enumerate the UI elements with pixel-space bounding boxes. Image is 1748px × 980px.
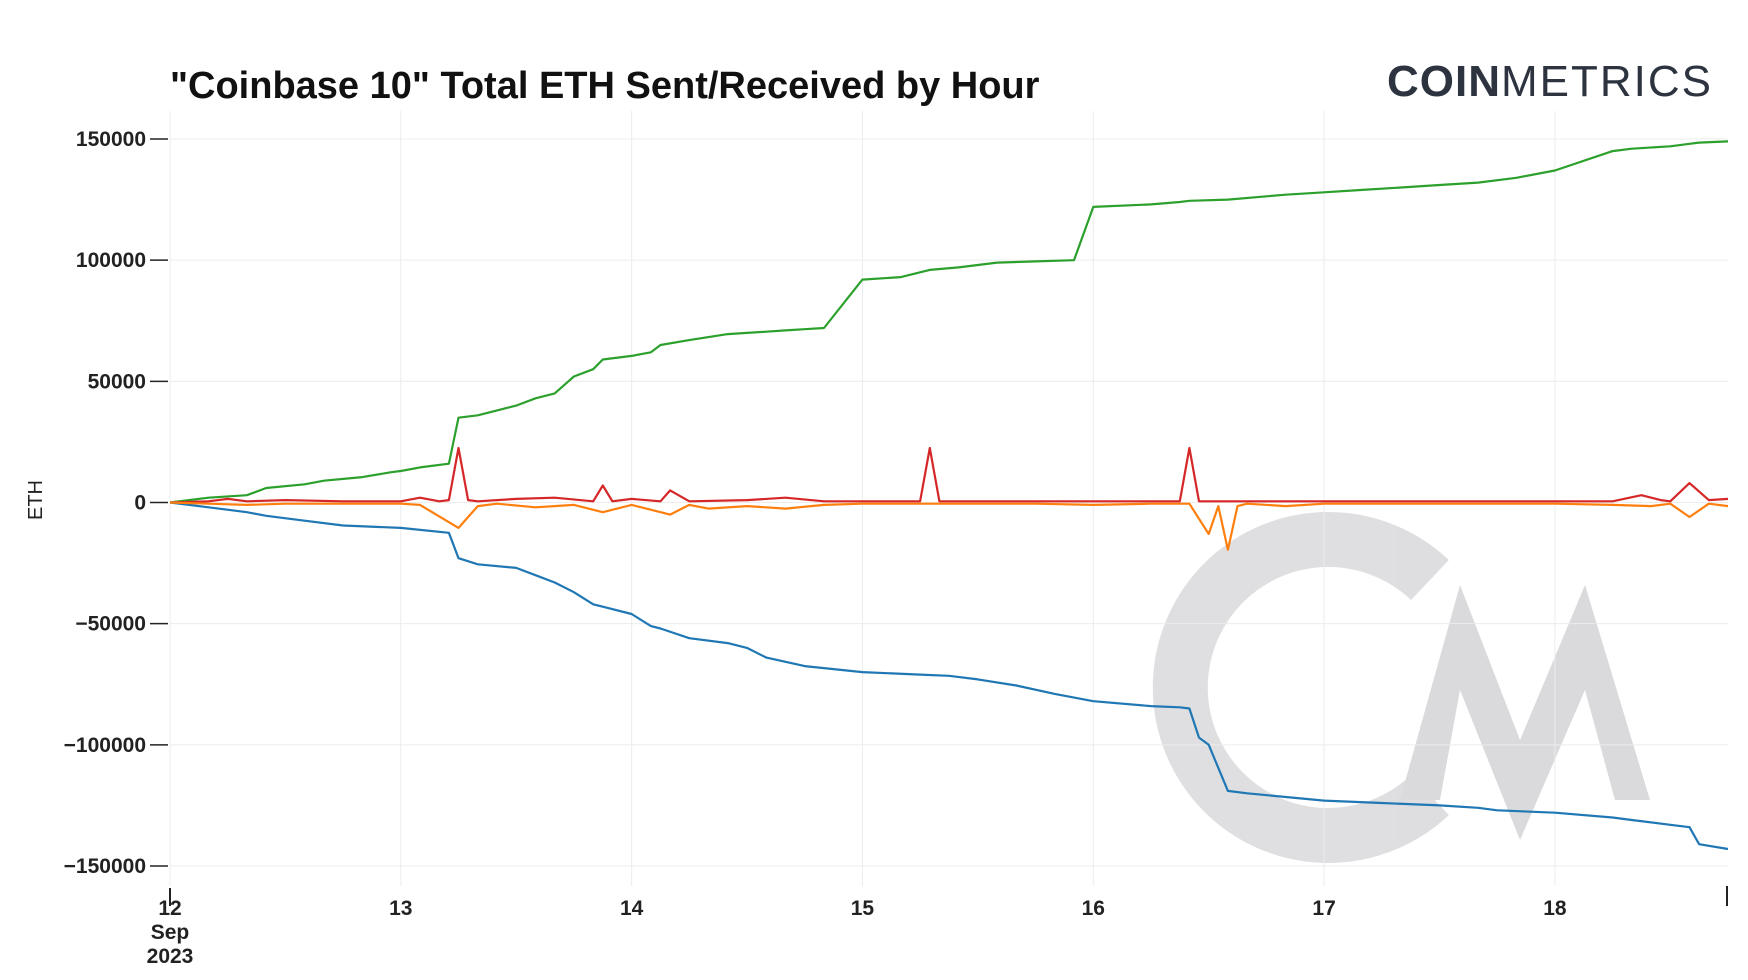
logo-metrics: METRICS — [1501, 57, 1713, 106]
series-line-2 — [169, 446, 1729, 504]
x-tick-label-line: 14 — [620, 897, 644, 920]
coinmetrics-logo: COINMETRICS — [1387, 57, 1713, 106]
x-tick-label: 17 — [1312, 897, 1335, 920]
x-tick-label: 13 — [389, 897, 412, 920]
logo-coin: COIN — [1387, 57, 1501, 106]
y-tick-label: −150000 — [64, 855, 146, 878]
series-line-3 — [169, 501, 1729, 551]
series-line-0 — [169, 140, 1729, 504]
x-axis: 12 Sep 2023 13 14 15 16 17 18 — [147, 886, 1728, 968]
x-tick-label-line: 17 — [1312, 897, 1335, 920]
x-tick-label: 18 — [1543, 897, 1567, 920]
x-tick-label-line: Sep — [151, 921, 190, 944]
x-tick-label-line: 18 — [1543, 897, 1567, 920]
y-tick-label: 100000 — [76, 249, 146, 272]
y-axis: 150000 100000 50000 0 −50000 −100000 −150000 — [64, 128, 168, 878]
x-tick-label-line: 12 — [158, 897, 181, 920]
series-layer — [169, 140, 1729, 851]
y-tick-label: 0 — [134, 492, 146, 515]
x-tick-label-line: 13 — [389, 897, 412, 920]
x-tick-label: 16 — [1082, 897, 1105, 920]
cm-watermark-c — [1152, 512, 1449, 863]
x-tick-label: 15 — [851, 897, 875, 920]
cm-watermark-m — [1400, 585, 1650, 840]
x-tick-label: 12 Sep 2023 — [147, 897, 194, 968]
x-tick-label-line: 16 — [1082, 897, 1105, 920]
chart-title: "Coinbase 10" Total ETH Sent/Received by… — [170, 65, 1040, 107]
y-tick-label: −100000 — [64, 734, 146, 757]
y-tick-label: 50000 — [88, 370, 146, 393]
x-tick-label: 14 — [620, 897, 644, 920]
x-tick-label-line: 15 — [851, 897, 875, 920]
series-line-1 — [169, 501, 1729, 851]
y-tick-label: −50000 — [75, 613, 146, 636]
cm-watermark — [1152, 512, 1650, 863]
y-tick-label: 150000 — [76, 128, 146, 151]
x-tick-label-line: 2023 — [147, 945, 194, 968]
y-axis-title: ETH — [25, 480, 47, 520]
